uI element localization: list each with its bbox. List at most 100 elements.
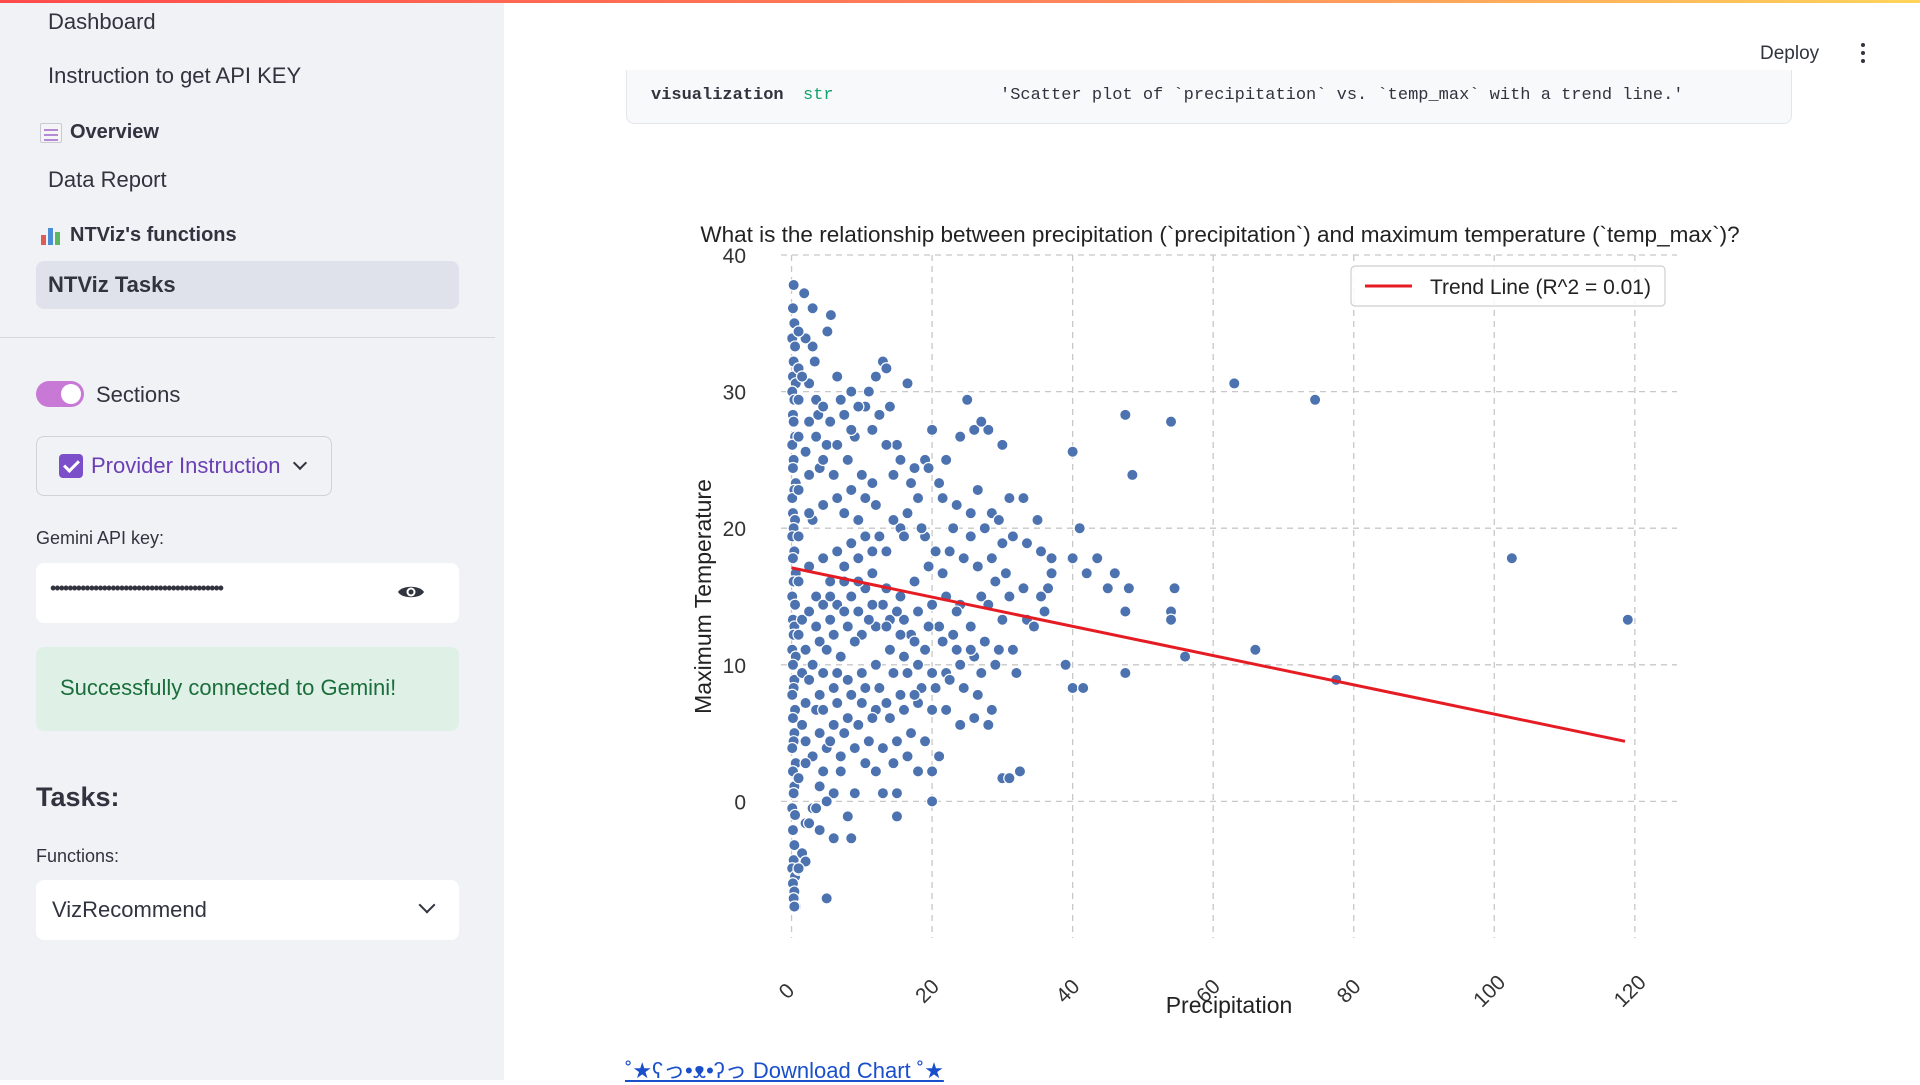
chevron-down-icon — [418, 896, 436, 914]
data-point — [827, 628, 840, 641]
data-point — [1031, 513, 1044, 527]
data-point — [834, 650, 847, 663]
y-tick-label: 10 — [723, 655, 746, 678]
data-point — [1621, 613, 1635, 626]
data-point — [802, 415, 816, 428]
nav-link-data-report[interactable]: Data Report — [48, 167, 167, 192]
data-point — [936, 635, 949, 648]
data-point — [802, 506, 816, 520]
data-point — [852, 513, 865, 527]
data-point — [786, 658, 800, 671]
data-point — [922, 461, 935, 475]
data-point — [866, 598, 879, 611]
data-point — [873, 681, 886, 695]
data-point — [866, 545, 879, 558]
data-point — [866, 423, 879, 437]
download-chart-link[interactable]: ˚★ʕっ•ᴥ•ʔっ Download Chart ˚★ — [625, 1058, 944, 1083]
toggle-knob — [61, 384, 81, 404]
scatter-chart: 0 10 20 30 40 0 20 40 60 80 100 120 What is the rela… — [640, 205, 1800, 1035]
data-point — [792, 325, 805, 338]
y-axis-label: Maximum Temperature — [690, 479, 716, 714]
data-point — [908, 461, 921, 475]
data-point — [932, 750, 946, 763]
data-point — [880, 545, 893, 558]
data-point — [1034, 545, 1048, 558]
data-point — [894, 628, 907, 641]
success-message: Successfully connected to Gemini! — [36, 647, 459, 731]
data-point — [795, 718, 809, 732]
data-point — [925, 666, 939, 680]
eye-icon[interactable] — [397, 583, 425, 601]
data-point — [1101, 582, 1114, 595]
more-menu-icon[interactable] — [1860, 43, 1866, 65]
data-point — [1027, 620, 1041, 633]
data-point — [1178, 650, 1192, 663]
data-point — [957, 681, 970, 695]
data-point — [816, 598, 830, 611]
nav-link-dashboard[interactable]: Dashboard — [48, 9, 156, 34]
api-key-masked-value: •••••••••••••••••••••••••••••••••••••••• — [50, 578, 224, 598]
sections-toggle[interactable] — [36, 381, 84, 407]
data-point — [929, 545, 942, 558]
data-point — [971, 483, 984, 497]
data-point — [876, 598, 890, 611]
data-point — [883, 711, 897, 725]
data-point — [802, 605, 816, 618]
data-point — [845, 423, 858, 437]
x-tick-label: 120 — [1610, 971, 1651, 1012]
data-point — [869, 498, 883, 512]
data-point — [925, 795, 939, 808]
data-point — [824, 308, 838, 322]
data-point — [831, 491, 844, 505]
data-point — [797, 287, 811, 300]
data-point — [985, 552, 999, 565]
data-point — [968, 711, 981, 725]
data-point — [859, 681, 872, 695]
data-point — [939, 453, 953, 467]
data-point — [1059, 658, 1072, 671]
data-point — [901, 377, 914, 390]
data-point — [792, 530, 805, 543]
api-key-input[interactable]: •••••••••••••••••••••••••••••••••••••••• — [36, 563, 459, 623]
data-point — [827, 787, 840, 800]
data-point — [859, 491, 872, 505]
data-point — [869, 370, 883, 383]
data-point — [1066, 445, 1079, 458]
data-point — [946, 628, 960, 641]
data-point — [992, 643, 1006, 656]
data-point — [834, 765, 847, 778]
deploy-button[interactable]: Deploy — [1760, 43, 1820, 64]
data-point — [1119, 666, 1132, 680]
data-point — [890, 735, 904, 748]
data-point — [1505, 552, 1519, 565]
data-point — [809, 590, 823, 603]
data-point — [862, 735, 876, 748]
data-point — [855, 696, 869, 710]
data-point — [1017, 582, 1030, 595]
data-point — [845, 483, 858, 497]
data-point — [838, 408, 851, 422]
data-point — [971, 688, 984, 702]
data-point — [852, 400, 865, 413]
data-point — [806, 302, 819, 315]
data-point — [795, 370, 809, 383]
data-point — [845, 537, 858, 550]
data-point — [999, 567, 1013, 580]
functions-select[interactable]: VizRecommend — [36, 880, 459, 940]
code-type: str — [803, 86, 834, 105]
data-point — [845, 832, 858, 845]
data-point — [808, 355, 821, 368]
data-point — [890, 810, 904, 823]
provider-instruction-button[interactable]: Provider Instruction — [36, 436, 332, 496]
data-point — [1164, 613, 1178, 626]
data-point — [823, 735, 837, 748]
data-point — [788, 340, 802, 353]
data-point — [792, 483, 805, 497]
data-point — [897, 530, 911, 543]
data-point — [932, 476, 946, 490]
nav-link-api-key-instruction[interactable]: Instruction to get API KEY — [48, 63, 302, 88]
data-point — [866, 476, 879, 490]
nav-link-ntviz-tasks[interactable] — [36, 261, 459, 309]
data-point — [788, 900, 801, 913]
